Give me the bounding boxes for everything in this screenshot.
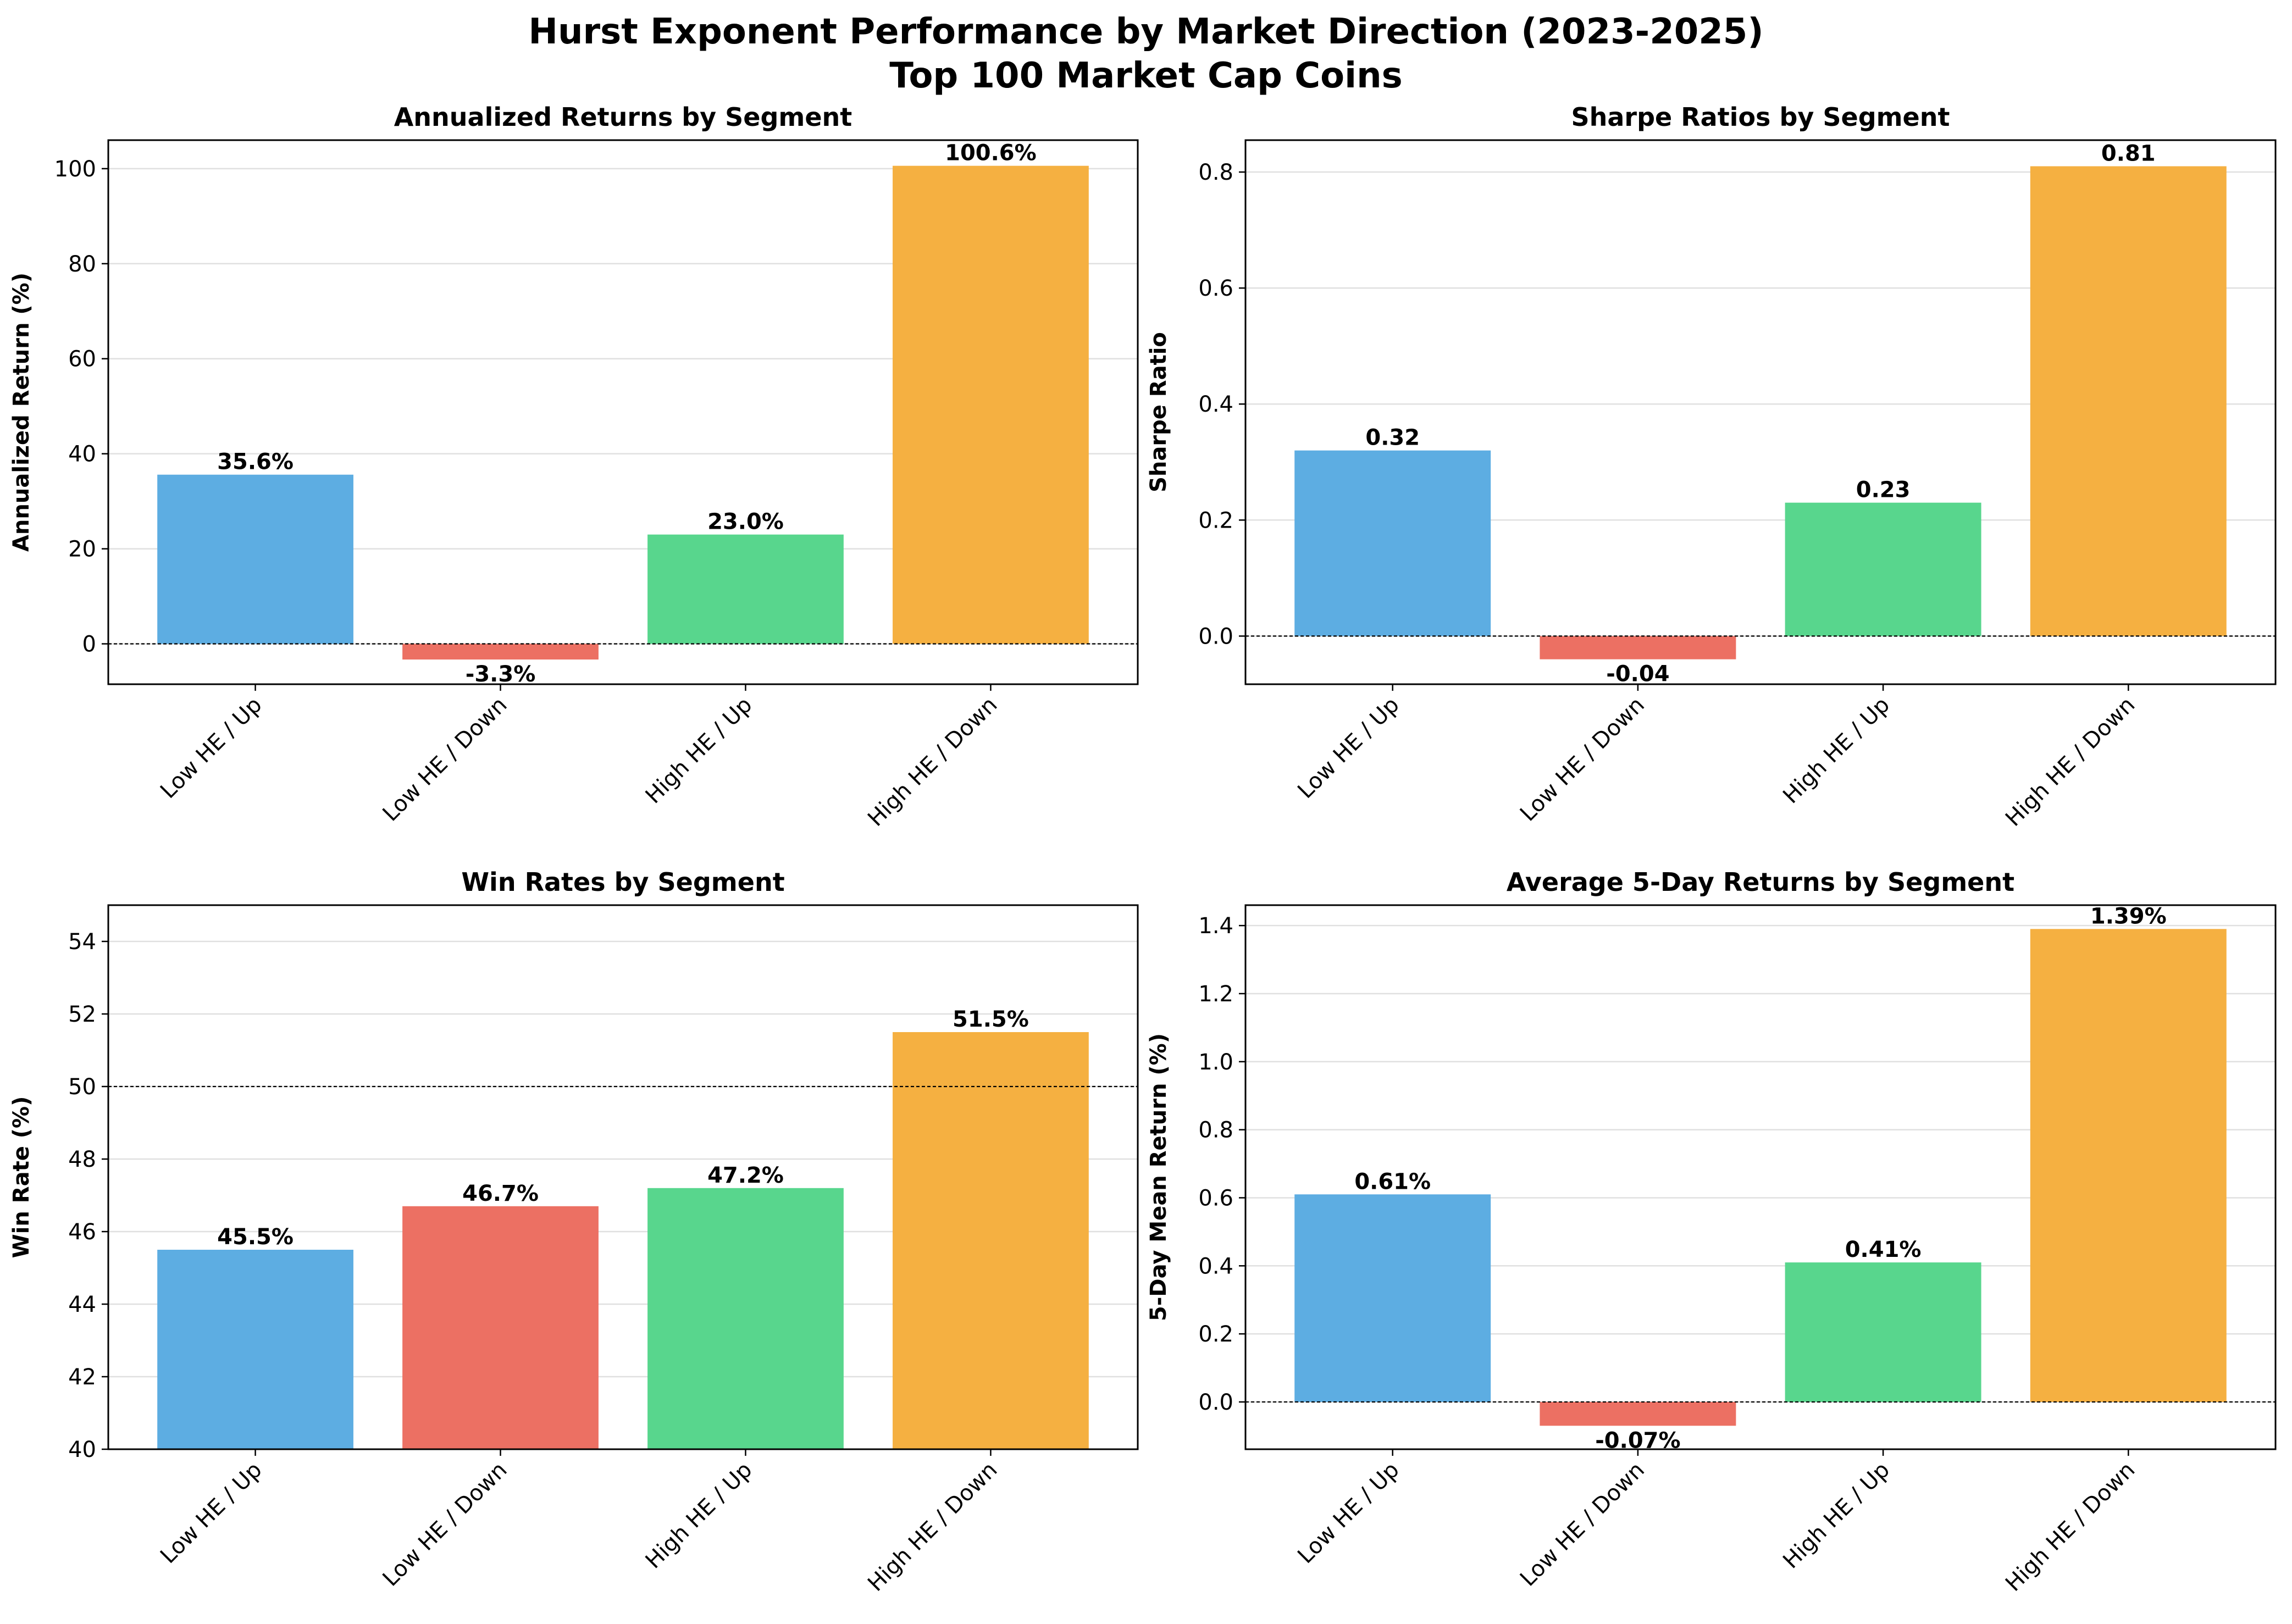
figure-title-line-1: Hurst Exponent Performance by Market Dir… [528,12,1764,52]
sharpe-ratios-xtick-label: Low HE / Up [1293,692,1404,804]
annualized-returns-bar-3 [893,165,1089,644]
sharpe-ratios-value-label: 0.23 [1856,478,1911,503]
5day-returns-value-label: -0.07% [1595,1428,1680,1453]
win-rates-value-label: 47.2% [707,1163,784,1188]
sharpe-ratios-bar-2 [1785,502,1981,636]
win-rates-ytick-label: 44 [68,1292,96,1317]
5day-returns-bar-0 [1294,1194,1491,1402]
annualized-returns-ytick-label: 60 [68,347,96,372]
annualized-returns-ytick-label: 20 [68,537,96,562]
win-rates-axes-frame [107,904,1139,1450]
annualized-returns-bar-1 [402,644,599,660]
5day-returns-title: Average 5-Day Returns by Segment [1507,867,2014,897]
sharpe-ratios-ytick-label: 0.6 [1198,276,1233,301]
sharpe-ratios-value-label: 0.32 [1365,425,1420,451]
annualized-returns-ytick-label: 40 [68,442,96,467]
win-rates-ytick-label: 48 [68,1147,96,1172]
win-rates-value-label: 51.5% [953,1007,1029,1032]
annualized-returns-value-label: -3.3% [466,662,536,687]
5day-returns-ytick-label: 0.4 [1198,1254,1233,1279]
5day-returns-ytick-label: 1.4 [1198,913,1233,939]
win-rates-bar-1 [402,1206,599,1449]
win-rates-ylabel: Win Rate (%) [9,1096,34,1259]
5day-returns-ytick-label: 1.2 [1198,982,1233,1007]
5day-returns-bar-2 [1785,1262,1981,1402]
sharpe-ratios-xtick-label: High HE / Down [2001,692,2140,832]
win-rates-ytick-label: 52 [68,1002,96,1027]
win-rates-ytick-label: 50 [68,1074,96,1100]
annualized-returns-xtick-label: High HE / Down [863,692,1002,832]
annualized-returns-title: Annualized Returns by Segment [394,102,852,132]
annualized-returns-xtick-label: Low HE / Up [156,692,267,804]
sharpe-ratios-bar-3 [2030,166,2227,636]
win-rates-bar-2 [647,1188,844,1449]
sharpe-ratios-ylabel: Sharpe Ratio [1146,332,1171,492]
5day-returns-ytick-label: 0.8 [1198,1118,1233,1143]
sharpe-ratios-ytick-label: 0.2 [1198,508,1233,533]
win-rates-ytick-label: 42 [68,1365,96,1390]
sharpe-ratios-bar-1 [1540,636,1736,659]
sharpe-ratios-bar-0 [1294,450,1491,636]
5day-returns-value-label: 0.61% [1354,1169,1431,1194]
sharpe-ratios-xtick-label: High HE / Up [1778,692,1895,809]
annualized-returns-xtick-label: Low HE / Down [378,692,512,827]
win-rates-value-label: 46.7% [462,1181,539,1206]
annualized-returns-value-label: 23.0% [707,509,784,535]
5day-returns-bar-3 [2030,929,2227,1402]
sharpe-ratios-ytick-label: 0.4 [1198,392,1233,417]
panel-sharpe-ratios: 0.0 0.2 0.4 0.6 0.8 Low HE / Up Low HE / Down H… [1146,102,2277,832]
win-rates-ytick-label: 54 [68,929,96,955]
5day-returns-ytick-label: 1.0 [1198,1050,1233,1075]
win-rates-ytick-label: 46 [68,1220,96,1245]
win-rates-xtick-label: High HE / Up [641,1457,757,1574]
win-rates-xtick-label: Low HE / Up [156,1457,267,1569]
annualized-returns-axes-frame [107,139,1139,685]
annualized-returns-ylabel: Annualized Return (%) [9,273,34,552]
5day-returns-value-label: 1.39% [2090,904,2167,929]
sharpe-ratios-value-label: 0.81 [2101,141,2156,166]
annualized-returns-ytick-label: 0 [82,632,96,657]
sharpe-ratios-axes-frame [1244,139,2277,685]
5day-returns-xtick-label: Low HE / Down [1515,1457,1649,1592]
sharpe-ratios-value-label: -0.04 [1606,662,1669,687]
win-rates-ytick-label: 40 [68,1437,96,1462]
annualized-returns-ytick-label: 80 [68,252,96,277]
annualized-returns-xtick-label: High HE / Up [641,692,757,809]
sharpe-ratios-xtick-label: Low HE / Down [1515,692,1649,827]
figure-title-line-2: Top 100 Market Cap Coins [889,56,1403,96]
annualized-returns-value-label: 35.6% [217,450,294,475]
sharpe-ratios-ytick-label: 0.8 [1198,160,1233,185]
annualized-returns-value-label: 100.6% [945,141,1037,166]
5day-returns-ytick-label: 0.0 [1198,1390,1233,1415]
sharpe-ratios-title: Sharpe Ratios by Segment [1571,102,1950,132]
annualized-returns-bar-0 [157,474,353,644]
5day-returns-bar-1 [1540,1401,1736,1426]
sharpe-ratios-ytick-label: 0.0 [1198,624,1233,649]
annualized-returns-ytick-label: 100 [54,157,96,182]
figure-title: Hurst Exponent Performance by Market Dir… [0,10,2292,98]
5day-returns-ylabel: 5-Day Mean Return (%) [1146,1033,1171,1321]
win-rates-xtick-label: High HE / Down [863,1457,1002,1597]
5day-returns-xtick-label: Low HE / Up [1293,1457,1404,1569]
5day-returns-xtick-label: High HE / Up [1778,1457,1895,1574]
win-rates-bar-3 [893,1032,1089,1449]
panel-5day-returns: 0.0 0.2 0.4 0.6 0.8 1.0 1.2 1.4 Low HE / Up Low H… [1146,867,2277,1597]
5day-returns-axes-frame [1244,904,2277,1450]
win-rates-title: Win Rates by Segment [461,867,784,897]
panel-annualized-returns: 0 20 40 60 80 100 Low HE / Up Low HE / Down High… [9,102,1139,832]
5day-returns-ytick-label: 0.2 [1198,1322,1233,1347]
win-rates-xtick-label: Low HE / Down [378,1457,512,1592]
annualized-returns-bar-2 [647,534,844,644]
win-rates-value-label: 45.5% [217,1224,294,1250]
win-rates-bar-0 [157,1250,353,1449]
panel-win-rates: 40 42 44 46 48 50 52 54 Low HE / Up Low HE / Down… [9,867,1139,1597]
5day-returns-ytick-label: 0.6 [1198,1185,1233,1211]
5day-returns-xtick-label: High HE / Down [2001,1457,2140,1597]
5day-returns-value-label: 0.41% [1845,1237,1922,1262]
